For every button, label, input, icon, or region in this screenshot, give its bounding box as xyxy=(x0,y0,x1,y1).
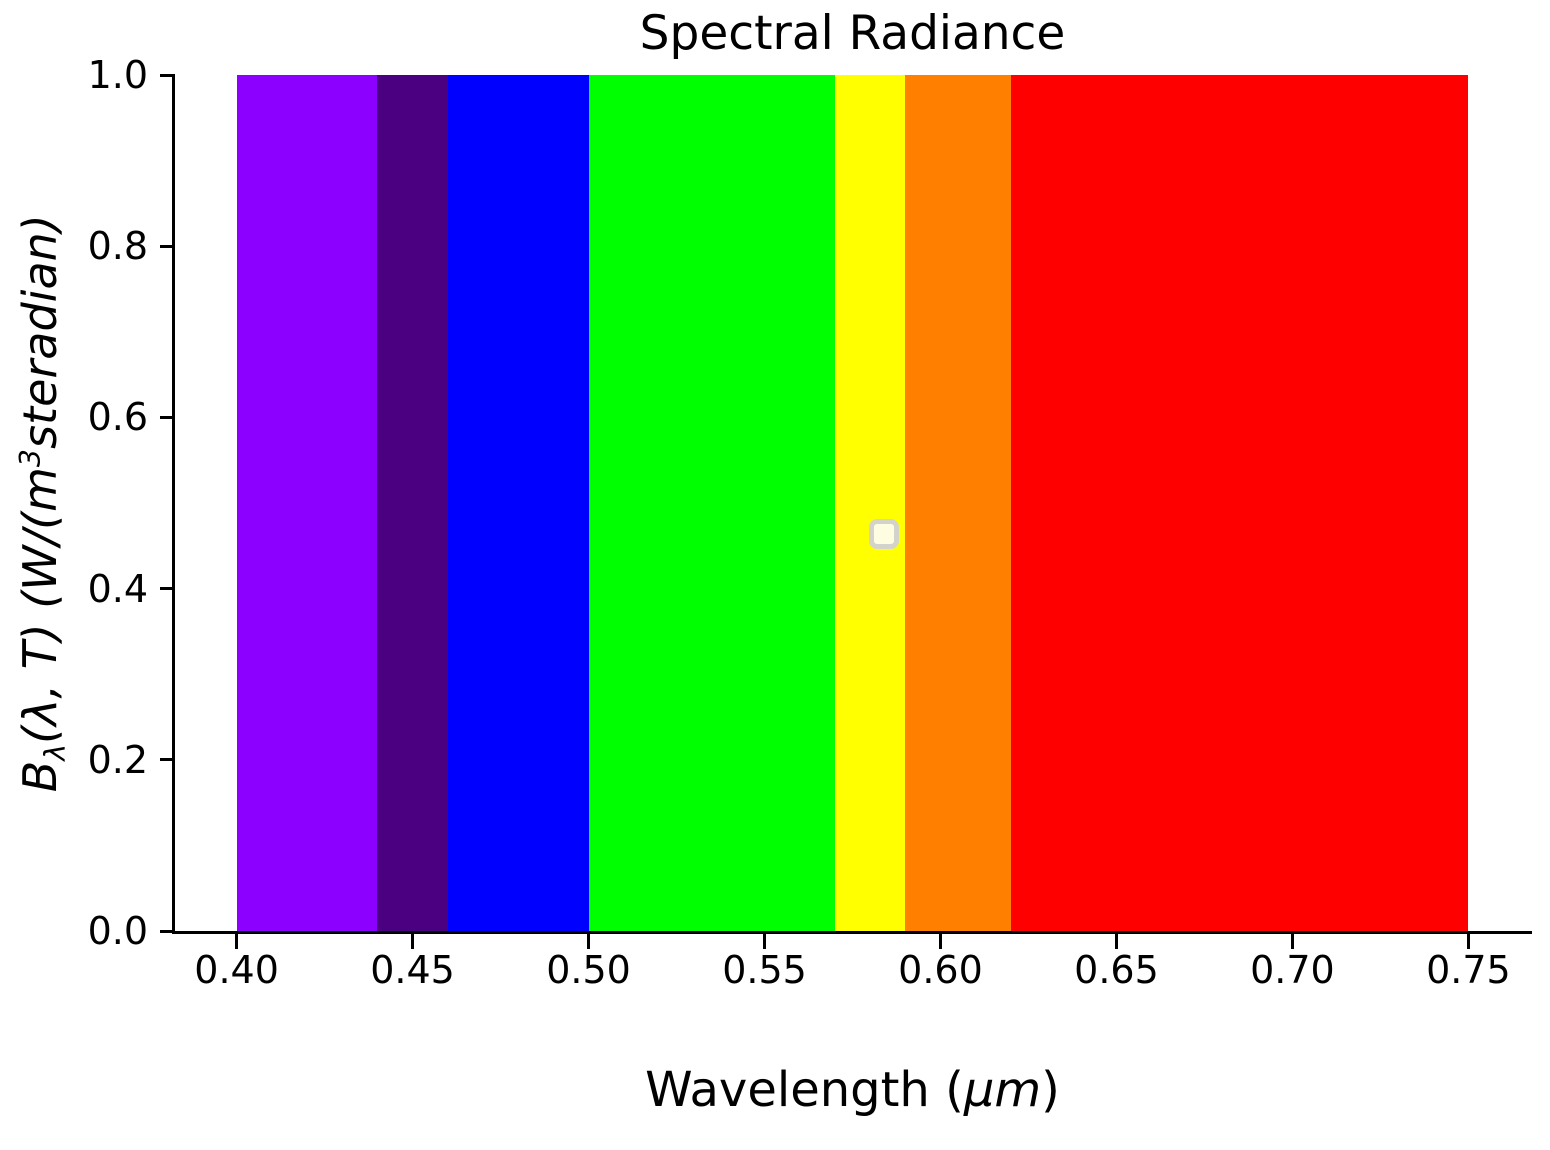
label-part: steradian) xyxy=(12,213,67,449)
x-tick-mark xyxy=(587,934,591,949)
label-part: B xyxy=(12,760,67,793)
chart-title: Spectral Radiance xyxy=(639,6,1066,61)
label-part: μm xyxy=(963,1062,1042,1118)
x-tick-label: 0.70 xyxy=(1250,948,1335,992)
x-tick-mark xyxy=(1466,934,1470,949)
x-tick-label: 0.45 xyxy=(370,948,455,992)
spectral-band-violet xyxy=(236,75,378,931)
x-tick-mark xyxy=(938,934,942,949)
x-tick-label: 0.60 xyxy=(898,948,983,992)
y-tick-mark xyxy=(160,587,175,591)
label-part: ) xyxy=(1041,1062,1060,1118)
y-tick-mark xyxy=(160,244,175,248)
x-tick-label: 0.40 xyxy=(194,948,279,992)
label-part: λ xyxy=(38,743,72,761)
y-tick-label: 0.2 xyxy=(87,737,148,782)
y-tick-label: 1.0 xyxy=(87,53,148,97)
data-point-marker xyxy=(869,518,900,549)
x-tick-mark xyxy=(411,934,415,949)
x-tick-mark xyxy=(763,934,766,949)
spectral-band-red xyxy=(1010,75,1469,931)
x-tick-mark xyxy=(235,934,239,949)
x-tick-label: 0.55 xyxy=(722,948,807,992)
y-tick-label: 0.0 xyxy=(87,909,148,953)
y-tick-mark xyxy=(160,758,175,762)
spectral-band-orange xyxy=(905,75,1011,931)
spectral-band-yellow xyxy=(834,75,906,931)
x-axis-spine xyxy=(172,931,1532,934)
y-axis-spine xyxy=(172,75,175,934)
x-tick-label: 0.65 xyxy=(1074,948,1159,992)
plot-area xyxy=(175,75,1530,931)
y-tick-label: 0.4 xyxy=(87,566,148,611)
y-axis-label-area: Bλ(λ, T) (W/(m3steradian) xyxy=(0,75,84,931)
x-tick-mark xyxy=(1290,934,1294,949)
spectral-band-blue xyxy=(447,75,589,931)
y-tick-label: 0.8 xyxy=(87,224,148,269)
label-part: 3 xyxy=(14,448,48,467)
x-axis-label: Wavelength (μm) xyxy=(175,1062,1530,1118)
spectral-band-green xyxy=(588,75,835,931)
label-part: Wavelength ( xyxy=(645,1062,964,1118)
spectral-band-indigo xyxy=(377,75,448,931)
y-axis-label: Bλ(λ, T) (W/(m3steradian) xyxy=(13,214,72,792)
y-tick-mark xyxy=(160,73,175,77)
x-tick-label: 0.50 xyxy=(546,948,631,992)
y-tick-mark xyxy=(160,929,175,933)
x-tick-label: 0.75 xyxy=(1426,948,1511,992)
label-part: (λ, T) (W/(m xyxy=(12,466,67,744)
x-tick-mark xyxy=(1114,934,1118,949)
y-tick-mark xyxy=(160,415,175,419)
y-tick-label: 0.6 xyxy=(87,395,148,440)
